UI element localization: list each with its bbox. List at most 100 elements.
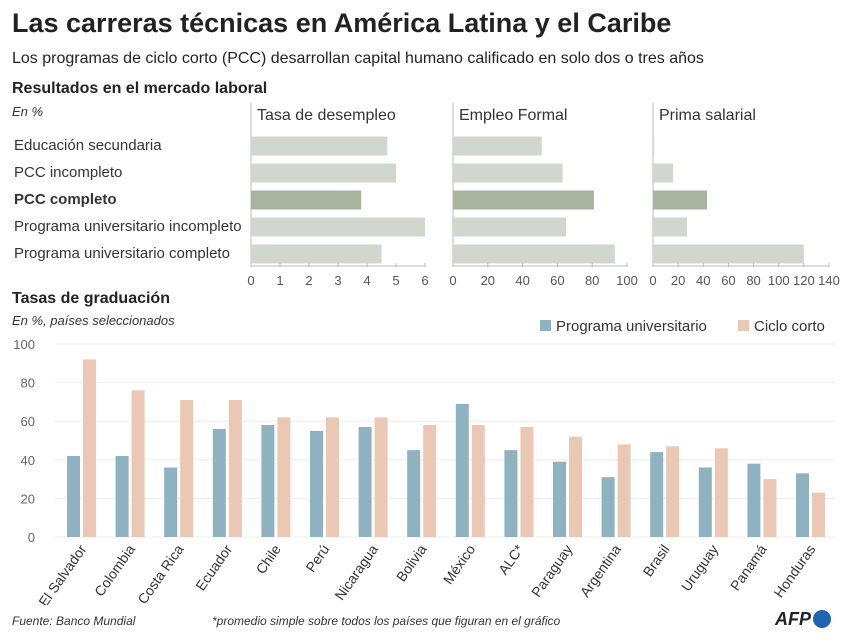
tick-label: 40 <box>696 273 710 288</box>
bar-university <box>164 467 178 537</box>
x-tick-label: El Salvador <box>35 541 89 605</box>
bar-short-cycle <box>812 492 825 537</box>
bar-short-cycle <box>374 417 388 537</box>
x-tick-label: Costa Rica <box>134 541 187 605</box>
bar <box>653 217 687 237</box>
footnote: *promedio simple sobre todos los países … <box>212 614 561 628</box>
bar-university <box>358 426 372 537</box>
bar-short-cycle <box>83 359 96 537</box>
tick-label: 80 <box>585 273 599 288</box>
bar-university <box>261 425 275 537</box>
row-label: PCC incompleto <box>14 164 123 181</box>
bar-university <box>698 467 712 537</box>
bar-short-cycle <box>520 426 534 537</box>
bar-university <box>796 473 809 537</box>
x-tick-label: Paraguay <box>528 542 575 600</box>
y-tick-label: 80 <box>21 376 35 391</box>
unit-note-graduation: En %, países seleccionados <box>12 313 175 328</box>
tick-label: 140 <box>818 273 840 288</box>
section-title-graduation: Tasas de graduación <box>12 290 170 307</box>
bar-university <box>407 450 421 537</box>
bar-short-cycle <box>228 399 242 537</box>
bar-short-cycle <box>471 425 485 537</box>
bar-short-cycle <box>617 444 631 537</box>
tick-label: 3 <box>334 273 341 288</box>
panel-title: Prima salarial <box>659 107 756 124</box>
bar <box>251 163 396 183</box>
bar-short-cycle <box>666 446 680 537</box>
y-tick-label: 100 <box>13 337 35 352</box>
panel-0: Tasa de desempleo 0 1 2 3 4 5 6 <box>247 103 429 288</box>
subtitle: Los programas de ciclo corto (PCC) desar… <box>12 50 704 67</box>
tick-label: 6 <box>421 273 428 288</box>
tick-label: 80 <box>746 273 760 288</box>
panel-2: Prima salarial 0 20 40 60 80 100 120 140 <box>649 103 840 288</box>
bar-university <box>601 477 615 537</box>
tick-label: 0 <box>649 273 656 288</box>
legend-label: Ciclo corto <box>754 318 825 335</box>
legend-label: Programa universitario <box>556 318 707 335</box>
row-label: Programa universitario completo <box>14 245 230 262</box>
tick-label: 100 <box>768 273 790 288</box>
tick-label: 40 <box>515 273 529 288</box>
x-tick-label: Panamá <box>727 541 770 593</box>
panel-title: Tasa de desempleo <box>257 107 396 124</box>
bar <box>653 244 804 264</box>
y-tick-label: 60 <box>21 414 35 429</box>
tick-label: 0 <box>449 273 456 288</box>
row-label: Educación secundaria <box>14 137 162 154</box>
tick-label: 1 <box>276 273 283 288</box>
tick-label: 20 <box>481 273 495 288</box>
bar-university <box>747 463 761 537</box>
bar-university <box>212 428 226 537</box>
x-tick-label: Bolivia <box>393 541 430 584</box>
bar-short-cycle <box>180 399 194 537</box>
x-tick-label: Perú <box>302 542 332 575</box>
x-tick-label: Argentina <box>577 541 625 599</box>
source: Fuente: Banco Mundial <box>12 614 136 628</box>
legend-swatch <box>540 320 551 331</box>
x-tick-label: México <box>440 541 479 587</box>
bar-university <box>504 450 518 537</box>
bar <box>453 163 563 183</box>
tick-label: 20 <box>671 273 685 288</box>
x-tick-label: Brasil <box>639 542 672 580</box>
tick-label: 4 <box>363 273 370 288</box>
tick-label: 0 <box>247 273 254 288</box>
x-tick-label: Chile <box>252 541 284 576</box>
tick-label: 100 <box>616 273 638 288</box>
bar <box>251 190 362 210</box>
row-label: Programa universitario incompleto <box>14 218 242 235</box>
legend-swatch <box>738 320 749 331</box>
x-tick-label: Uruguay <box>678 542 721 595</box>
afp-logo: AFP <box>775 609 831 630</box>
bar <box>251 136 388 156</box>
bar-university <box>455 403 469 537</box>
x-tick-label: Nicaragua <box>331 541 381 603</box>
unit-note-labor: En % <box>12 104 44 119</box>
bar-university <box>650 452 664 537</box>
labor-market-chart: Tasa de desempleo 0 1 2 3 4 5 6 Empleo Formal 0 20… <box>247 103 840 288</box>
bar <box>653 190 708 210</box>
bar-short-cycle <box>326 417 339 537</box>
row-label: PCC completo <box>14 191 117 208</box>
tick-label: 60 <box>721 273 735 288</box>
bar-short-cycle <box>423 425 437 537</box>
x-tick-label: Honduras <box>771 542 819 601</box>
x-tick-label: ALC* <box>495 541 527 577</box>
bar-university <box>310 430 323 537</box>
tick-label: 5 <box>392 273 399 288</box>
y-tick-label: 40 <box>21 453 35 468</box>
bar-short-cycle <box>763 479 777 537</box>
bar-university <box>553 461 566 537</box>
bar <box>453 190 594 210</box>
y-tick-label: 0 <box>28 530 35 545</box>
panel-title: Empleo Formal <box>459 107 567 124</box>
tick-label: 60 <box>550 273 564 288</box>
bar <box>653 136 655 156</box>
x-tick-label: Ecuador <box>192 541 235 593</box>
bar-short-cycle <box>277 417 291 537</box>
bar-short-cycle <box>131 390 145 537</box>
panel-1: Empleo Formal 0 20 40 60 80 100 <box>449 103 638 288</box>
